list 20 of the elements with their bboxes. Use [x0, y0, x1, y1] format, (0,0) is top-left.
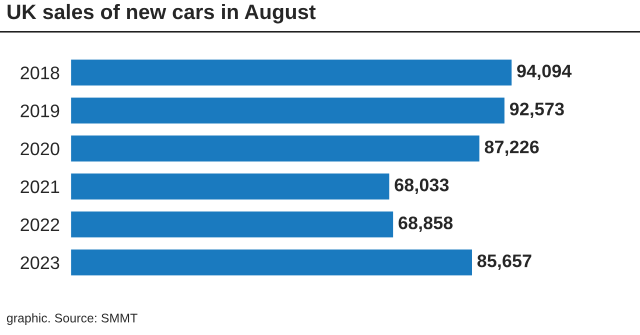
- text: graphic. Source: SMMT: [6, 313, 138, 325]
- y-tick-label: 2018: [20, 66, 60, 80]
- chart-title: UK sales of new cars in August: [8, 4, 316, 24]
- y-tick-label: 2019: [20, 104, 60, 118]
- bar: [70, 248, 474, 277]
- bar: [70, 172, 391, 201]
- y-tick-label: 2023: [20, 256, 60, 270]
- data-label: 94,094: [517, 64, 572, 80]
- y-tick-label: 2022: [20, 218, 60, 232]
- data-label: 87,226: [484, 140, 539, 156]
- bar: [70, 134, 481, 163]
- y-tick-label: 2020: [20, 142, 60, 156]
- data-label: 85,657: [477, 254, 532, 270]
- data-label: 68,858: [398, 216, 453, 232]
- bar: [70, 58, 513, 87]
- data-label: 68,033: [394, 178, 449, 194]
- bar: [70, 210, 394, 239]
- data-label: 92,573: [510, 102, 564, 118]
- bar: [70, 96, 506, 125]
- y-tick-label: 2021: [20, 180, 60, 194]
